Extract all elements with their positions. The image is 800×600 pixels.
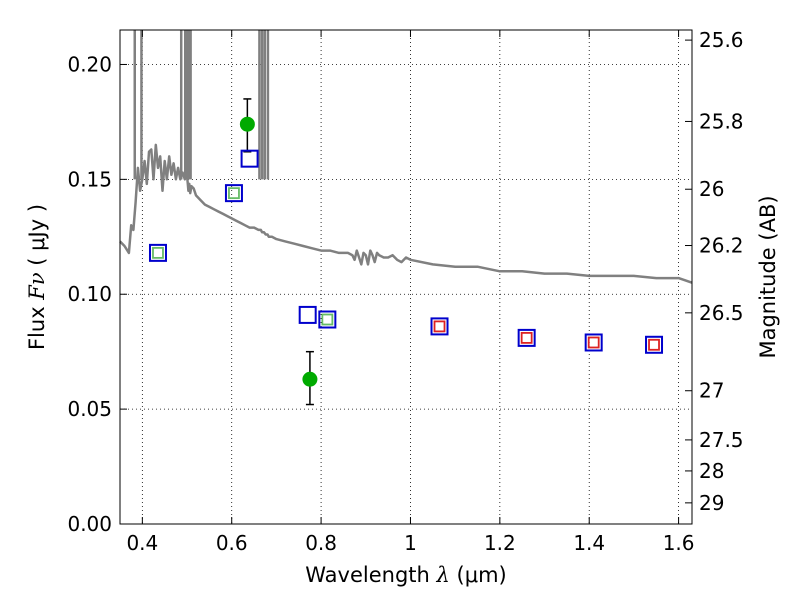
right-tick-label: 26 bbox=[699, 177, 724, 201]
right-tick-label: 27 bbox=[699, 379, 724, 403]
right-tick-label: 26.2 bbox=[699, 234, 744, 258]
right-tick-label: 25.6 bbox=[699, 28, 744, 52]
right-tick-label: 25.8 bbox=[699, 109, 744, 133]
observed-point bbox=[302, 371, 318, 387]
right-tick-label: 28 bbox=[699, 459, 724, 483]
observed-point bbox=[239, 116, 255, 132]
x-tick-label: 0.4 bbox=[126, 531, 158, 555]
x-tick-label: 0.8 bbox=[305, 531, 337, 555]
y-tick-label: 0.10 bbox=[67, 282, 112, 306]
model-photometry-square bbox=[240, 149, 259, 168]
model-photometry-square bbox=[298, 305, 317, 324]
model-photometry-square bbox=[517, 328, 536, 347]
model-photometry-square bbox=[318, 310, 337, 329]
model-photometry-square bbox=[224, 184, 243, 203]
model-photometry-square bbox=[430, 317, 449, 336]
x-tick-label: 1.6 bbox=[663, 531, 695, 555]
model-photometry-square bbox=[584, 333, 603, 352]
right-tick-label: 27.5 bbox=[699, 428, 744, 452]
spectrum-layer bbox=[119, 30, 693, 284]
model-spectrum-line bbox=[119, 143, 693, 284]
model-photometry-square bbox=[645, 335, 664, 354]
inner-red-square bbox=[648, 338, 660, 351]
inner-red-square bbox=[433, 320, 446, 333]
x-tick-label: 1 bbox=[404, 531, 417, 555]
x-tick-label: 1.4 bbox=[573, 531, 605, 555]
inner-green-square bbox=[228, 187, 240, 200]
y-tick-label: 0.15 bbox=[67, 167, 112, 191]
inner-green-square bbox=[152, 246, 164, 259]
inner-red-square bbox=[587, 336, 600, 349]
right-tick-label: 29 bbox=[699, 491, 724, 515]
y-axis-label: Flux Fν ( μJy ) bbox=[25, 204, 49, 350]
labels-layer: 0.4 0.6 0.8 1 1.2 1.4 1.6 0.00 0.05 0.10 0.15 0.20 2… bbox=[67, 28, 743, 555]
x-axis-label: Wavelength λ (μm) bbox=[305, 563, 506, 587]
plot-frame bbox=[119, 29, 693, 525]
x-tick-label: 1.2 bbox=[484, 531, 516, 555]
model-photometry-square bbox=[148, 243, 167, 262]
y-tick-label: 0.00 bbox=[67, 512, 112, 536]
ticks-layer bbox=[120, 30, 692, 525]
y-tick-label: 0.05 bbox=[67, 397, 112, 421]
inner-green-square bbox=[321, 313, 334, 326]
x-tick-label: 0.6 bbox=[216, 531, 248, 555]
markers-layer bbox=[148, 98, 664, 406]
right-tick-label: 26.5 bbox=[699, 301, 744, 325]
right-axis-label: Magnitude (AB) bbox=[756, 195, 780, 358]
inner-red-square bbox=[520, 331, 533, 344]
y-tick-label: 0.20 bbox=[67, 52, 112, 76]
